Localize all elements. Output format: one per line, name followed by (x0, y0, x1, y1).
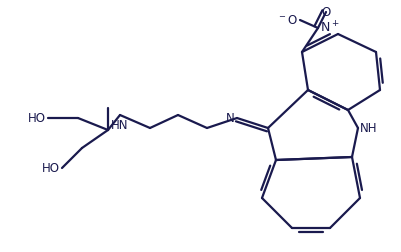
Text: O: O (320, 6, 330, 18)
Text: HN: HN (111, 119, 128, 132)
Text: $^-$O: $^-$O (276, 14, 297, 26)
Text: N: N (226, 111, 235, 124)
Text: HO: HO (28, 111, 46, 124)
Text: $\mathregular{N^+}$: $\mathregular{N^+}$ (319, 20, 339, 36)
Text: NH: NH (359, 121, 377, 135)
Text: HO: HO (42, 162, 60, 174)
